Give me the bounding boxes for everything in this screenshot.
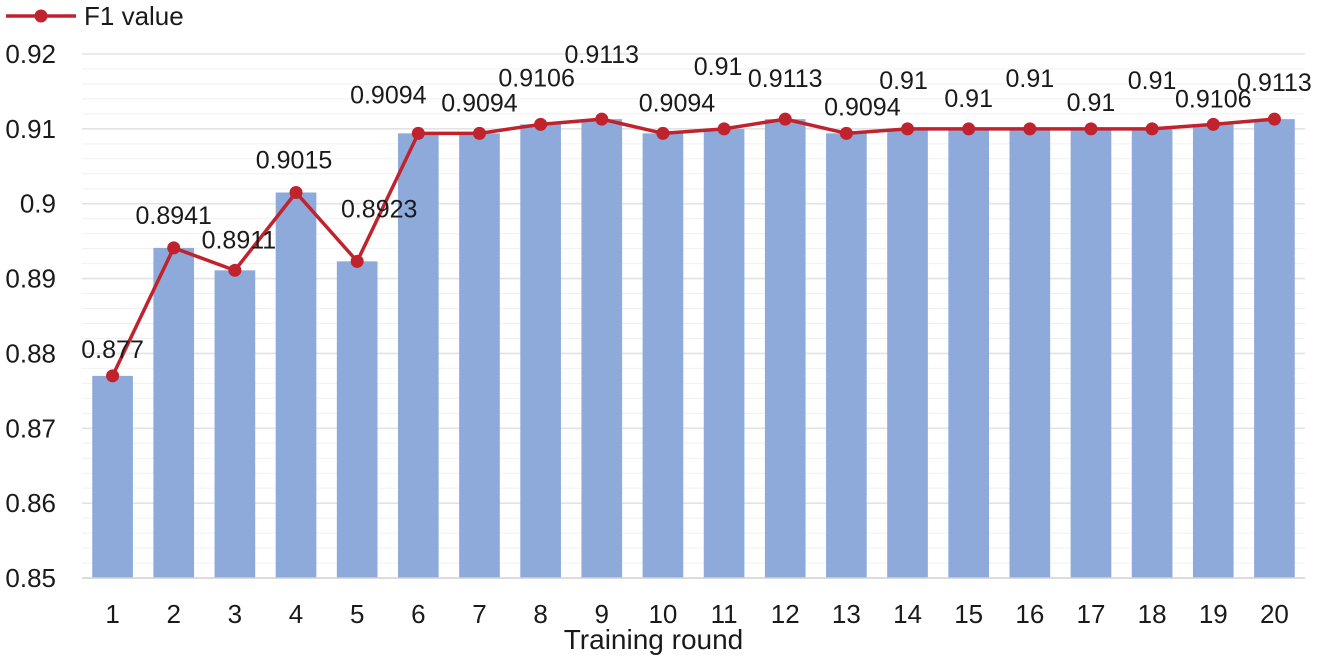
x-axis-title: Training round: [564, 624, 744, 655]
x-tick-label: 3: [228, 599, 242, 629]
data-label: 0.9094: [350, 81, 427, 109]
data-label: 0.91: [944, 85, 993, 113]
bar: [826, 133, 867, 578]
f1-point-marker: [106, 369, 120, 383]
data-label: 0.9094: [441, 89, 518, 117]
x-tick-label: 19: [1199, 599, 1228, 629]
f1-point-marker: [778, 112, 792, 126]
x-tick-label: 12: [771, 599, 800, 629]
y-axis-ticks: 0.85 0.86 0.87 0.88 0.89 0.9 0.91 0.92: [5, 39, 56, 593]
x-tick-label: 15: [954, 599, 983, 629]
x-tick-label: 7: [472, 599, 486, 629]
data-label: 0.91: [1067, 89, 1116, 117]
bar: [275, 192, 317, 578]
x-tick-label: 4: [289, 599, 303, 629]
y-tick-label: 0.85: [5, 563, 56, 593]
f1-point-marker: [717, 122, 731, 136]
data-label: 0.877: [81, 336, 144, 364]
data-label: 0.8923: [341, 195, 417, 223]
x-tick-label: 16: [1015, 599, 1044, 629]
f1-point-marker: [167, 241, 181, 255]
x-tick-label: 6: [411, 599, 425, 629]
data-label: 0.9113: [748, 65, 823, 93]
data-label: 0.91: [879, 67, 928, 95]
y-tick-label: 0.91: [5, 114, 56, 144]
y-tick-label: 0.87: [5, 413, 56, 443]
f1-point-marker: [1206, 117, 1220, 131]
bar: [642, 133, 684, 578]
bar: [214, 270, 256, 578]
legend-label: F1 value: [84, 1, 184, 31]
f1-line: [110, 117, 1275, 377]
f1-point-marker: [656, 126, 670, 140]
f1-point-marker: [595, 112, 609, 126]
data-label: 0.8911: [202, 226, 277, 254]
data-label: 0.9094: [639, 89, 716, 117]
f1-point-marker: [411, 126, 425, 140]
bar: [520, 124, 561, 578]
bar: [581, 119, 623, 578]
f1-point-marker: [1145, 122, 1159, 136]
bar: [1131, 128, 1173, 578]
bar: [153, 247, 195, 578]
x-tick-label: 11: [711, 599, 738, 629]
bar: [887, 128, 928, 578]
bar: [397, 133, 439, 578]
f1-point-marker: [534, 117, 548, 131]
bars: [92, 119, 1295, 578]
x-tick-label: 17: [1077, 599, 1106, 629]
x-tick-label: 14: [893, 599, 922, 629]
f1-point-marker: [228, 263, 242, 277]
f1-line-series: [106, 112, 1281, 383]
bar: [1070, 128, 1112, 578]
bar: [703, 128, 745, 578]
x-tick-label: 1: [105, 599, 119, 629]
f1-point-marker: [1023, 122, 1037, 136]
f1-point-marker: [289, 185, 303, 199]
f1-point-marker: [472, 126, 486, 140]
bar: [336, 261, 378, 578]
x-tick-label: 13: [832, 599, 861, 629]
bar: [459, 133, 500, 578]
f1-point-marker: [1084, 122, 1098, 136]
x-axis-ticks: 1 2 3 4 5 6 7 8 9 10 11 12 13 14 15 16 17 18 19 20: [105, 599, 1289, 629]
data-label: 0.9113: [564, 41, 639, 69]
f1-point-marker: [1267, 112, 1281, 126]
bar: [1192, 124, 1234, 578]
bar: [948, 128, 990, 578]
bar: [1254, 119, 1295, 578]
x-tick-label: 10: [648, 599, 677, 629]
data-label: 0.91: [1005, 65, 1054, 93]
data-label: 0.9094: [824, 93, 901, 121]
x-tick-label: 5: [350, 599, 364, 629]
bar: [764, 119, 806, 578]
data-label: 0.91: [694, 53, 743, 81]
data-label: 0.9106: [1175, 85, 1251, 113]
f1-point-marker: [839, 126, 853, 140]
y-tick-label: 0.88: [5, 338, 56, 368]
y-tick-label: 0.92: [5, 39, 56, 69]
y-tick-label: 0.86: [5, 488, 56, 518]
data-label: 0.8941: [135, 202, 211, 230]
x-tick-label: 9: [595, 599, 609, 629]
data-label: 0.9015: [256, 146, 332, 174]
bar: [1009, 128, 1051, 578]
legend-marker-icon: [34, 9, 48, 23]
data-label: 0.9106: [498, 64, 574, 92]
x-tick-label: 8: [533, 599, 547, 629]
y-tick-label: 0.9: [20, 189, 56, 219]
bar: [92, 375, 133, 578]
f1-point-marker: [962, 122, 976, 136]
x-tick-label: 18: [1138, 599, 1167, 629]
x-tick-label: 2: [166, 599, 180, 629]
legend: F1 value: [6, 1, 184, 31]
data-label: 0.91: [1128, 67, 1177, 95]
x-tick-label: 20: [1260, 599, 1289, 629]
y-tick-label: 0.89: [5, 264, 56, 294]
f1-point-marker: [901, 122, 915, 136]
f1-point-marker: [350, 254, 364, 268]
data-label: 0.9113: [1237, 69, 1312, 97]
